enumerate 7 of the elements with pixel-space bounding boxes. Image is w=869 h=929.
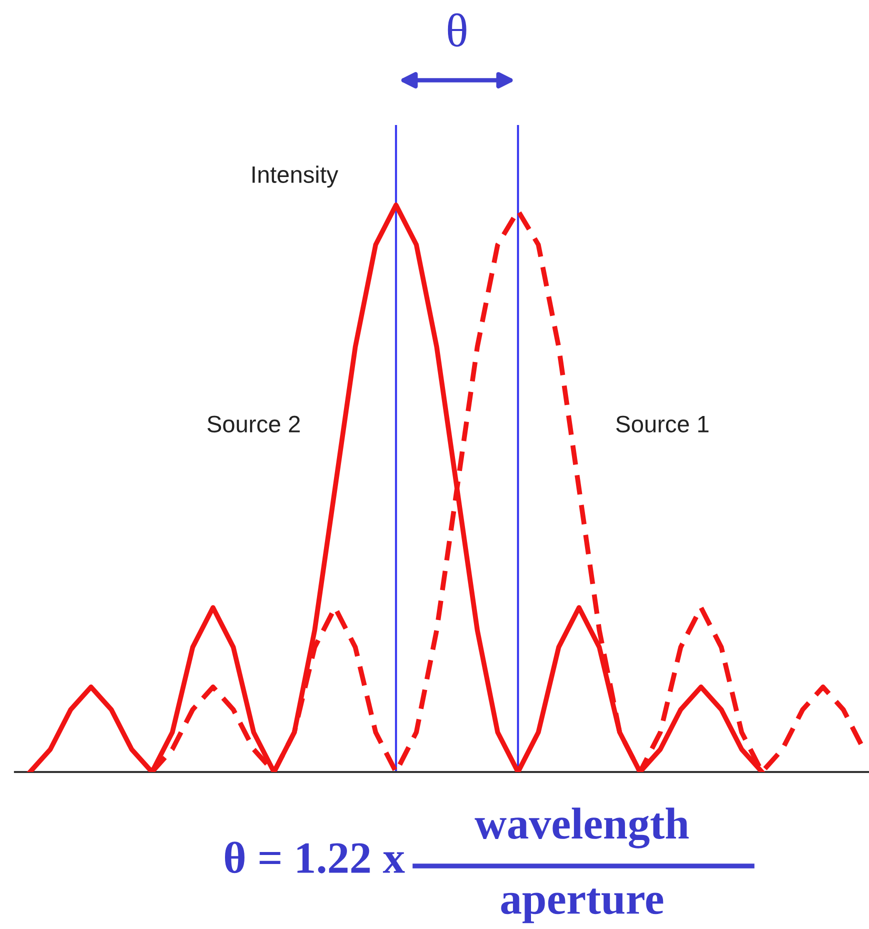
y-axis-title: Intensity bbox=[252, 166, 338, 188]
text: wavelength bbox=[474, 808, 689, 848]
text: θ = 1.22 x bbox=[224, 842, 405, 874]
series-label: Source 2 bbox=[207, 416, 300, 432]
text: aperture bbox=[501, 888, 664, 924]
text: θ bbox=[448, 13, 466, 47]
series-label: Source 1 bbox=[616, 416, 708, 432]
